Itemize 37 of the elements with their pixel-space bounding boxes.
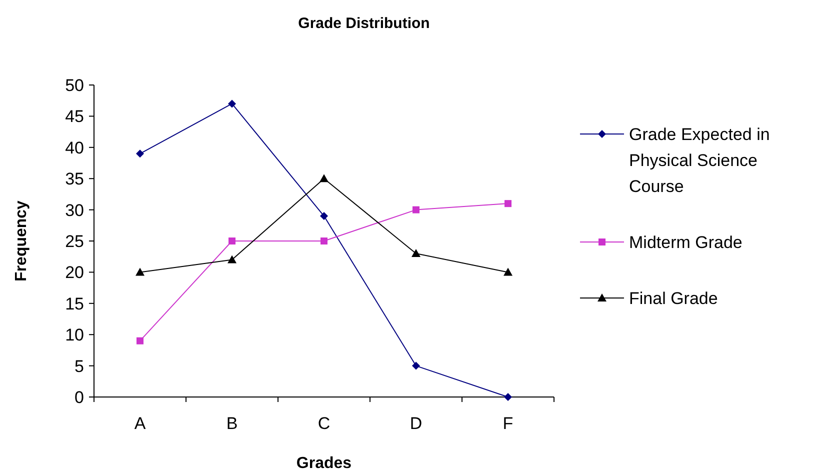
legend-label: Midterm Grade bbox=[629, 232, 742, 252]
point bbox=[412, 362, 420, 370]
x-tick-label: A bbox=[134, 414, 146, 433]
point bbox=[228, 238, 236, 244]
x-tick-label: B bbox=[226, 414, 238, 433]
point bbox=[136, 337, 144, 344]
point bbox=[228, 100, 236, 108]
legend-label: Final Grade bbox=[629, 288, 718, 308]
y-axis-title: Frequency bbox=[13, 200, 30, 282]
x-tick-label: D bbox=[410, 414, 422, 433]
y-tick-label: 30 bbox=[65, 200, 84, 220]
y-tick-label: 10 bbox=[65, 326, 84, 345]
x-tick-label: F bbox=[502, 414, 514, 433]
x-axis-title: Grades bbox=[296, 455, 352, 472]
y-tick-label: 40 bbox=[65, 138, 84, 158]
y-tick-label: 5 bbox=[74, 356, 84, 376]
y-tick-label: 20 bbox=[65, 263, 84, 282]
y-tick-label: 0 bbox=[74, 388, 84, 407]
y-tick-label: 50 bbox=[65, 76, 84, 95]
point bbox=[412, 206, 420, 214]
point bbox=[228, 255, 236, 264]
point bbox=[504, 268, 512, 276]
y-tick-label: 15 bbox=[65, 294, 84, 314]
point bbox=[136, 150, 144, 158]
x-tick-label: C bbox=[318, 414, 330, 433]
point bbox=[320, 238, 328, 244]
point bbox=[412, 248, 420, 257]
point bbox=[136, 268, 144, 276]
point bbox=[320, 174, 328, 182]
point bbox=[504, 393, 512, 401]
legend-label: Grade Expected in Physical Science Course bbox=[629, 124, 770, 196]
chart-title: Grade Distribution bbox=[298, 15, 430, 32]
point bbox=[504, 200, 512, 208]
y-tick-label: 35 bbox=[65, 170, 84, 189]
y-tick-label: 25 bbox=[65, 232, 84, 251]
y-tick-label: 45 bbox=[65, 107, 84, 126]
point bbox=[320, 212, 328, 220]
